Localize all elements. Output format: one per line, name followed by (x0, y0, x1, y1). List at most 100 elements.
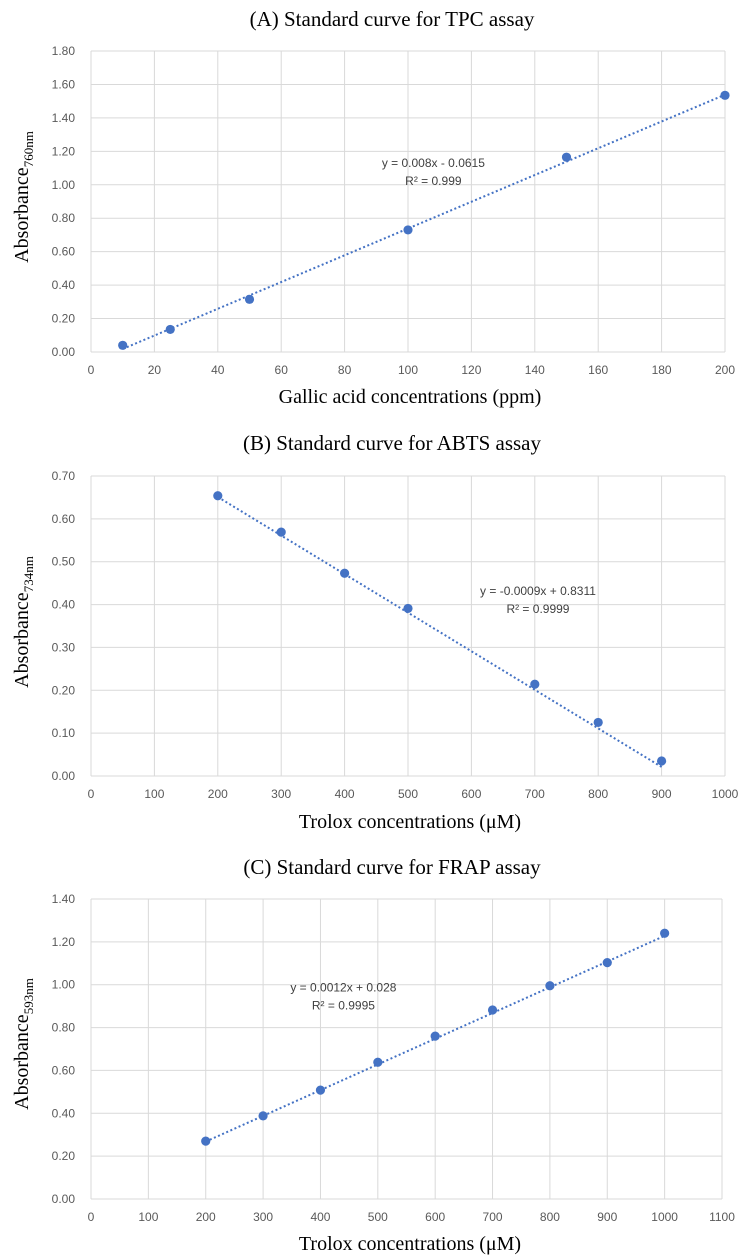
x-tick-label: 700 (525, 787, 545, 801)
trendline-equation: y = 0.0012x + 0.028 (290, 980, 396, 994)
chart-tpc: (A) Standard curve for TPC assay 0.00 0.2… (11, 7, 735, 408)
data-points (213, 491, 667, 766)
x-tick-label: 200 (715, 363, 735, 377)
data-point (602, 958, 612, 968)
x-tick-label: 800 (540, 1210, 560, 1224)
trendline (122, 93, 726, 350)
y-tick-label: 0.50 (52, 555, 76, 569)
y-axis-label: Absorbance593nm (11, 978, 36, 1110)
x-axis-label: Trolox concentrations (μM) (299, 811, 521, 833)
y-axis-label-subscript: 734nm (21, 556, 36, 592)
grid-lines (90, 898, 723, 1200)
y-tick-label: 1.00 (52, 178, 76, 192)
y-tick-label: 0.00 (52, 1192, 76, 1206)
data-point (258, 1111, 268, 1121)
trendline (217, 496, 663, 768)
trendline-path (205, 934, 666, 1143)
data-points (118, 90, 730, 350)
x-tick-label: 160 (588, 363, 608, 377)
y-tick-label: 0.80 (52, 211, 76, 225)
x-tick-label: 140 (525, 363, 545, 377)
x-tick-label: 0 (88, 1210, 95, 1224)
data-point (545, 981, 555, 991)
y-tick-label: 1.80 (52, 44, 76, 58)
data-point (118, 340, 128, 350)
x-axis-label: Gallic acid concentrations (ppm) (279, 386, 542, 408)
data-point (315, 1085, 326, 1095)
y-axis-label-subscript: 760nm (21, 131, 36, 167)
chart-title: (C) Standard curve for FRAP assay (243, 855, 541, 879)
r-squared-label: R² = 0.9999 (506, 602, 569, 616)
y-tick-label: 1.40 (52, 892, 76, 906)
data-point (403, 225, 413, 235)
x-tick-label: 100 (144, 787, 164, 801)
data-points (201, 928, 670, 1146)
data-point (213, 491, 223, 501)
tick-labels: 0.00 0.20 0.40 0.60 0.80 1.00 1.20 1.40 1.60 1.80… (52, 44, 736, 377)
data-point (403, 603, 413, 614)
x-tick-label: 500 (368, 1210, 388, 1224)
y-axis-label: Absorbance760nm (11, 131, 36, 263)
trendline-path (217, 496, 663, 768)
x-tick-label: 20 (148, 363, 162, 377)
x-tick-label: 80 (338, 363, 352, 377)
data-point (276, 527, 286, 537)
data-point (660, 928, 670, 938)
x-tick-label: 180 (652, 363, 672, 377)
x-tick-label: 120 (461, 363, 481, 377)
data-point (720, 90, 730, 100)
y-tick-label: 0.60 (52, 512, 76, 526)
x-tick-label: 900 (597, 1210, 617, 1224)
y-tick-label: 0.60 (52, 1063, 76, 1077)
y-tick-label: 0.00 (52, 345, 76, 359)
data-point (593, 717, 603, 728)
trendline-equation: y = -0.0009x + 0.8311 (480, 584, 596, 598)
data-point (561, 152, 572, 162)
y-tick-label: 0.40 (52, 598, 76, 612)
x-tick-label: 200 (196, 1210, 216, 1224)
y-tick-label: 0.70 (52, 469, 76, 483)
y-axis-label: Absorbance734nm (11, 556, 36, 688)
x-tick-label: 400 (335, 787, 355, 801)
x-tick-label: 0 (88, 363, 95, 377)
data-point (165, 324, 175, 335)
data-point (487, 1005, 498, 1015)
x-tick-label: 200 (208, 787, 228, 801)
y-tick-label: 0.20 (52, 1149, 76, 1163)
data-point (244, 294, 255, 304)
x-tick-label: 100 (138, 1210, 158, 1224)
y-tick-label: 0.40 (52, 1106, 76, 1120)
y-axis-label-main: Absorbance (11, 592, 33, 688)
x-tick-label: 800 (588, 787, 608, 801)
r-squared-label: R² = 0.999 (405, 174, 462, 188)
x-tick-label: 100 (398, 363, 418, 377)
y-axis-label-main: Absorbance (11, 167, 33, 263)
y-tick-label: 0.20 (52, 683, 76, 697)
x-tick-label: 1000 (712, 787, 739, 801)
x-tick-label: 500 (398, 787, 418, 801)
y-tick-label: 1.20 (52, 144, 76, 158)
y-tick-label: 1.20 (52, 935, 76, 949)
y-tick-label: 0.00 (52, 769, 76, 783)
grid-lines (90, 50, 726, 353)
y-tick-label: 0.20 (52, 312, 76, 326)
x-tick-label: 0 (88, 787, 95, 801)
x-tick-label: 40 (211, 363, 225, 377)
x-tick-label: 300 (253, 1210, 273, 1224)
y-axis-label-subscript: 593nm (21, 978, 36, 1014)
data-point (530, 679, 540, 689)
tick-labels: 0.00 0.10 0.20 0.30 0.40 0.50 0.60 0.70 0 100 200 3… (52, 469, 739, 801)
data-point (657, 756, 667, 766)
chart-frap: (C) Standard curve for FRAP assay 0.00 0.… (11, 855, 735, 1255)
y-tick-label: 0.60 (52, 245, 76, 259)
y-tick-label: 0.40 (52, 278, 76, 292)
x-tick-label: 1000 (651, 1210, 678, 1224)
grid-lines (90, 475, 726, 777)
data-point (430, 1031, 440, 1041)
y-tick-label: 1.00 (52, 978, 76, 992)
x-tick-label: 700 (483, 1210, 503, 1224)
y-tick-label: 0.10 (52, 726, 76, 740)
chart-title: (A) Standard curve for TPC assay (250, 7, 535, 31)
y-axis-label-main: Absorbance (11, 1014, 33, 1110)
